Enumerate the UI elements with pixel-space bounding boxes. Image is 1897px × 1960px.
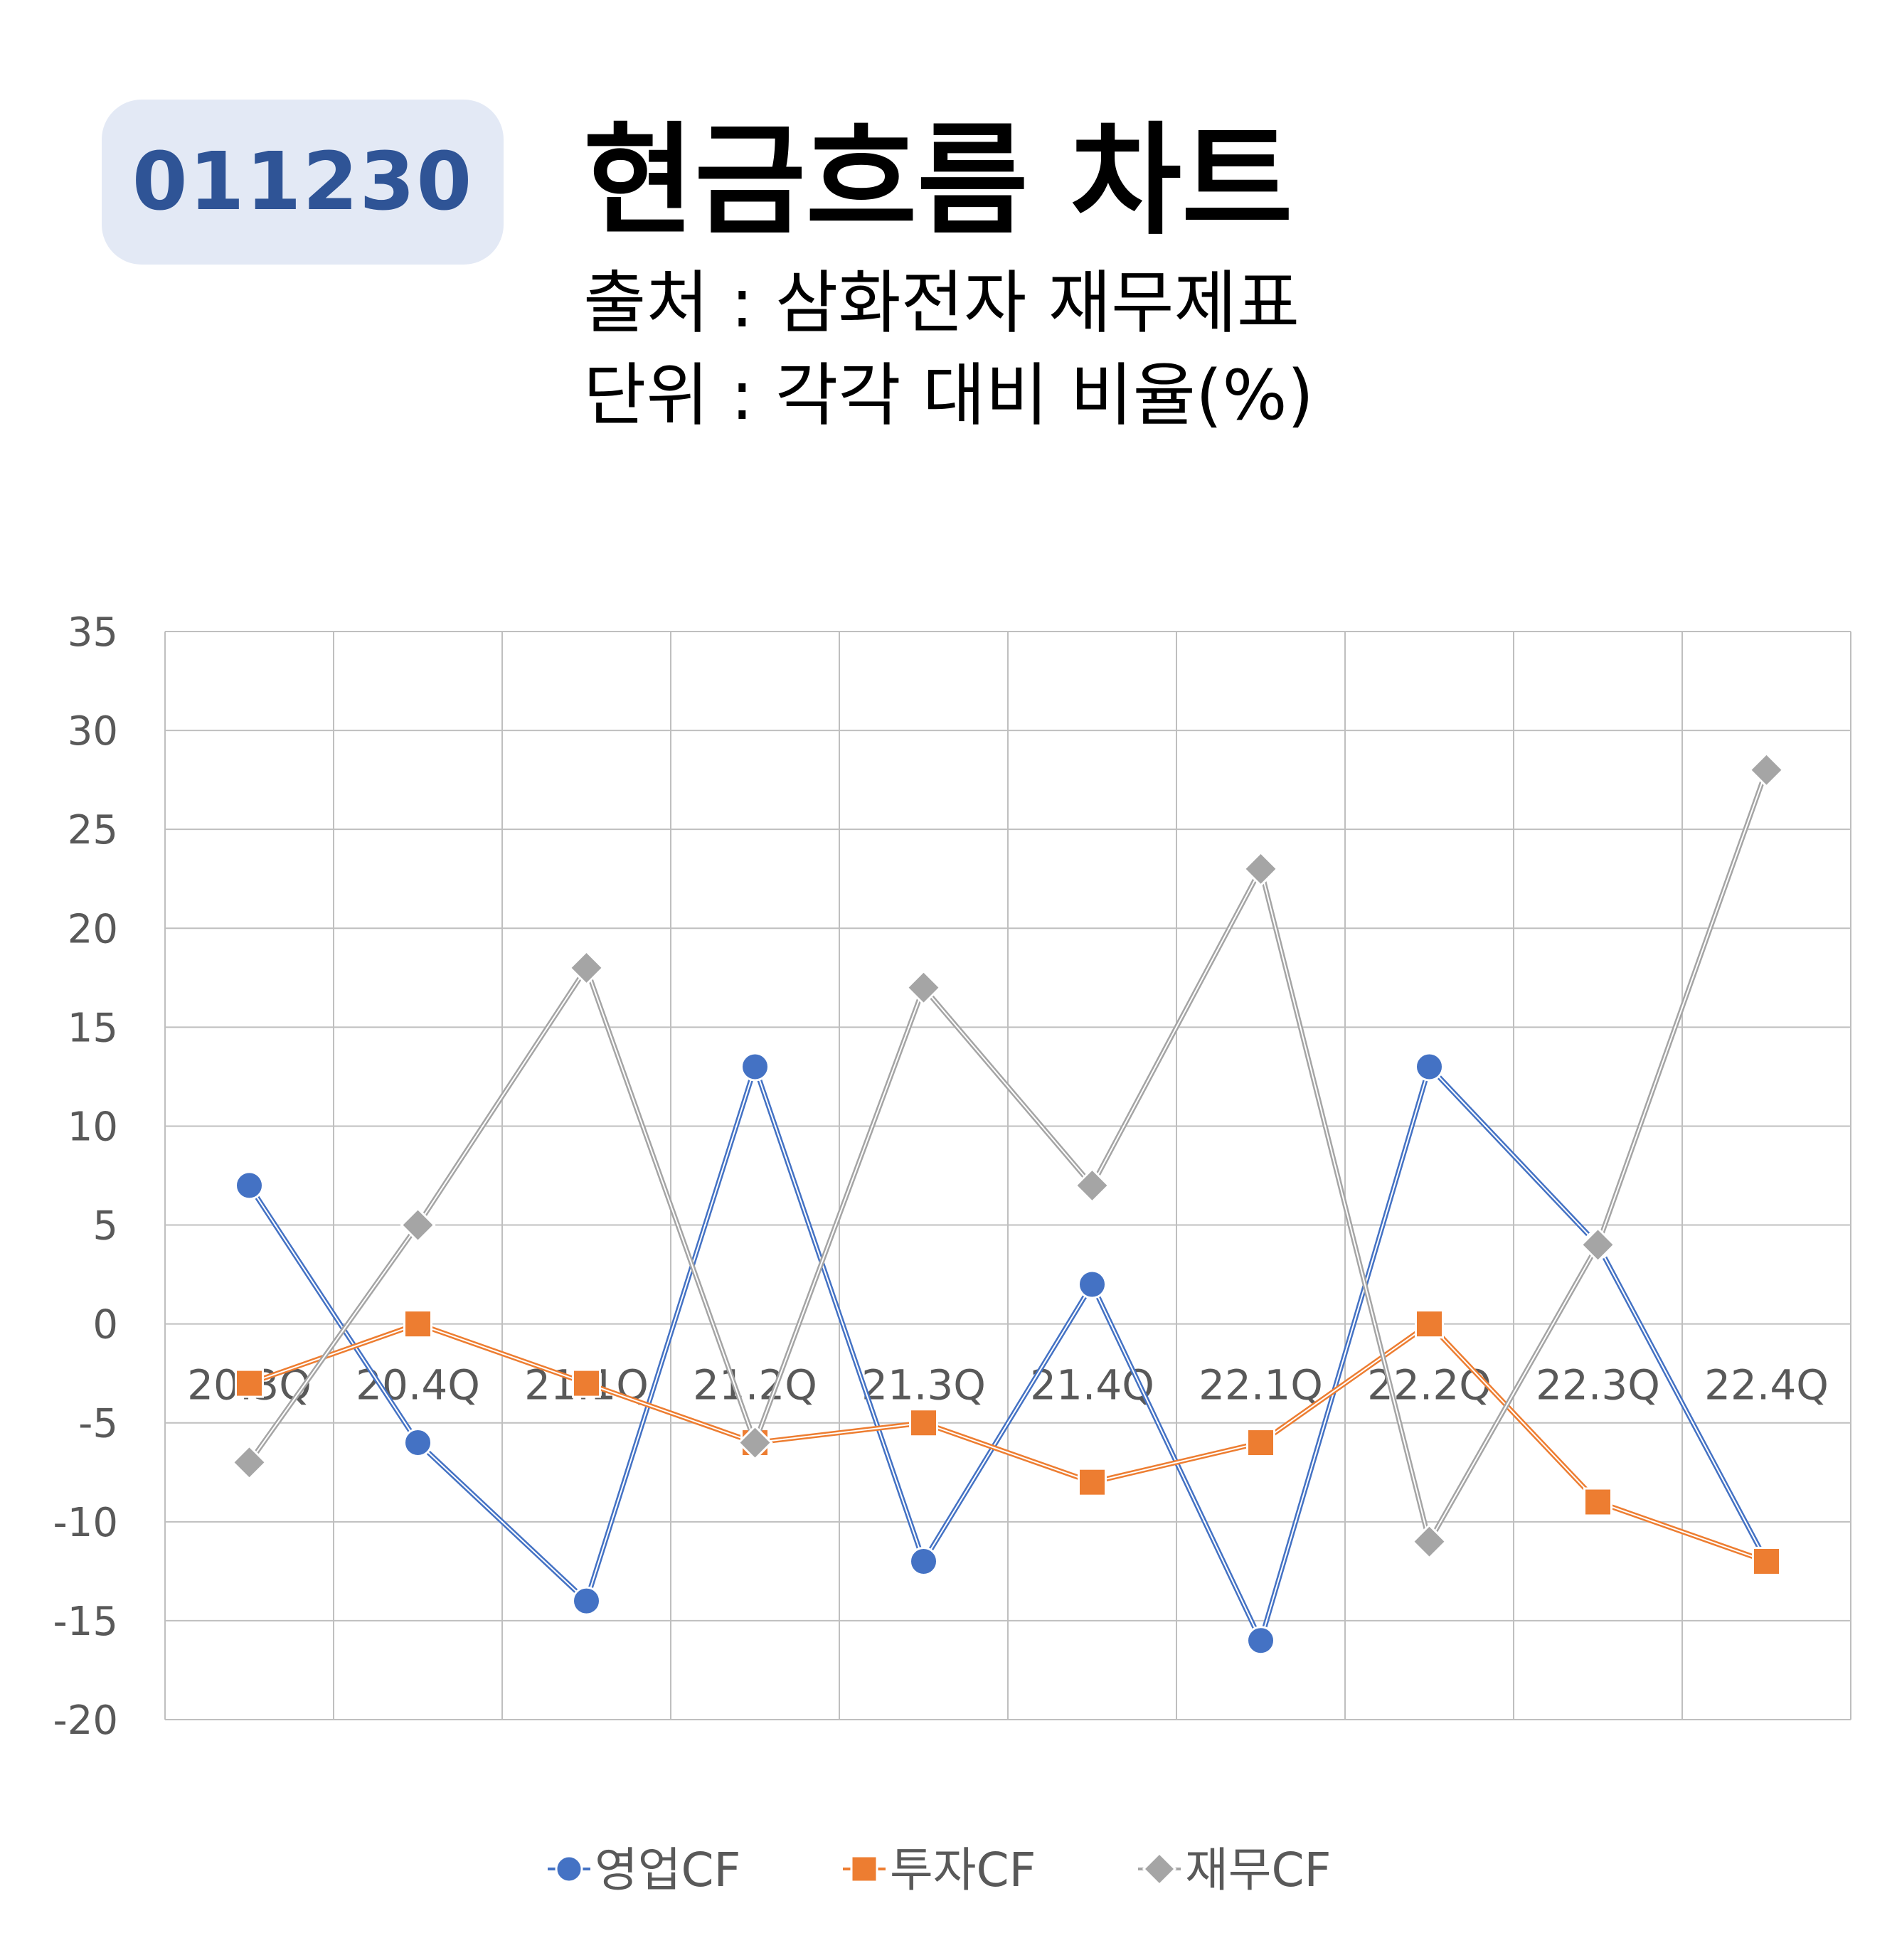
- data-point: [1246, 1626, 1275, 1656]
- data-point: [235, 1368, 264, 1398]
- x-tick-label: 21.2Q: [693, 1361, 817, 1410]
- data-point: [1415, 1309, 1444, 1339]
- y-tick-label: -15: [53, 1599, 118, 1645]
- data-point: [1074, 1167, 1110, 1204]
- data-point: [1415, 1052, 1444, 1082]
- x-tick-label: 21.4Q: [1030, 1361, 1154, 1410]
- y-tick-label: 20: [68, 906, 118, 952]
- stock-code-badge: 011230: [102, 100, 504, 265]
- y-tick-label: 25: [68, 807, 118, 853]
- data-point: [850, 1855, 878, 1883]
- y-tick-label: 0: [92, 1302, 118, 1348]
- x-tick-label: 22.4Q: [1704, 1361, 1829, 1410]
- data-point: [231, 1444, 267, 1481]
- stock-code: 011230: [132, 136, 474, 228]
- x-tick-label: 22.1Q: [1199, 1361, 1323, 1410]
- data-point: [1078, 1269, 1107, 1299]
- data-point: [909, 1546, 938, 1576]
- y-tick-label: 15: [68, 1005, 118, 1051]
- data-point: [1583, 1487, 1612, 1517]
- data-point: [905, 969, 942, 1006]
- y-tick-label: -5: [78, 1401, 118, 1447]
- page-title: 현금흐름 차트: [583, 111, 1293, 252]
- x-tick-label: 20.4Q: [356, 1361, 480, 1410]
- source-label: 출처 : 삼화전자 재무제표: [583, 263, 1300, 343]
- chart-legend: 영업CF 투자CF 재무CF: [548, 1843, 1332, 1897]
- series-line-highlight: [248, 1064, 1768, 1643]
- y-tick-label: -20: [53, 1698, 118, 1744]
- data-point: [1246, 1428, 1275, 1458]
- x-tick-label: 21.3Q: [861, 1361, 986, 1410]
- y-tick-label: -10: [53, 1500, 118, 1546]
- data-point: [737, 1424, 773, 1461]
- data-point: [568, 949, 605, 986]
- unit-label: 단위 : 각각 대비 비율(%): [583, 356, 1314, 435]
- y-tick-label: 10: [68, 1104, 118, 1150]
- y-axis-ticks: 35 30 25 20 15 10 5 0 -5 -10 -15 -20: [53, 609, 118, 1744]
- legend-label: 영업CF: [595, 1843, 741, 1897]
- data-point: [400, 1207, 436, 1243]
- data-point: [740, 1052, 770, 1082]
- data-point: [572, 1368, 601, 1398]
- data-point: [555, 1855, 583, 1883]
- data-point: [235, 1171, 264, 1200]
- data-point: [1411, 1523, 1447, 1560]
- data-point: [1243, 851, 1279, 887]
- data-point: [1748, 752, 1785, 788]
- series-diamond: [231, 752, 1785, 1560]
- chart-grid: [164, 631, 1851, 1720]
- data-point: [403, 1309, 432, 1339]
- data-point: [572, 1586, 601, 1616]
- y-tick-label: 35: [68, 609, 118, 656]
- y-tick-label: 30: [68, 708, 118, 755]
- y-tick-label: 5: [92, 1203, 118, 1250]
- data-point: [909, 1408, 938, 1438]
- chart-series: [231, 752, 1785, 1656]
- data-point: [1580, 1227, 1616, 1263]
- data-point: [1078, 1467, 1107, 1497]
- data-point: [403, 1428, 432, 1458]
- series-line-highlight: [248, 769, 1768, 1544]
- legend-label: 재무CF: [1185, 1843, 1332, 1897]
- x-tick-label: 22.3Q: [1536, 1361, 1660, 1410]
- data-point: [1142, 1851, 1177, 1887]
- series-line-highlight: [249, 1323, 1767, 1562]
- legend-label: 투자CF: [890, 1843, 1036, 1897]
- data-point: [1752, 1546, 1781, 1576]
